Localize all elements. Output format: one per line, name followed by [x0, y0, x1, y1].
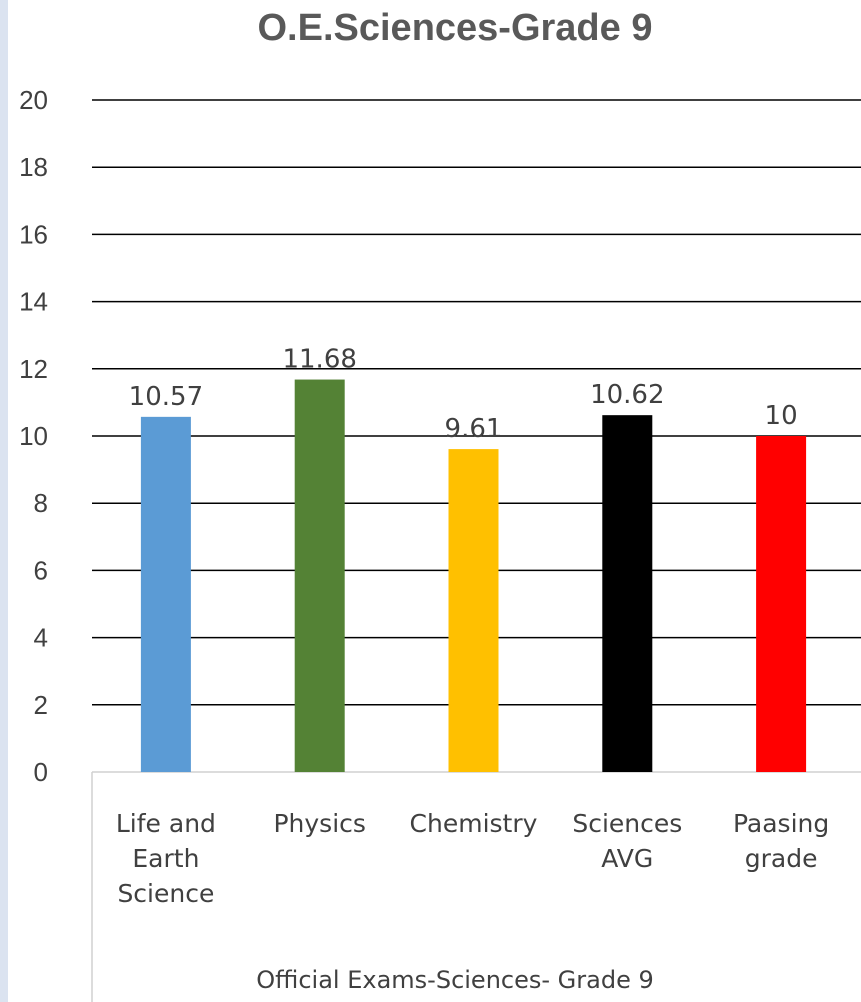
data-labels: 10.57 11.68 9.61 10.62 10: [129, 345, 798, 445]
bar: [294, 379, 345, 772]
y-tick-label: 6: [34, 555, 48, 585]
category-labels: Life and Earth Science Physics Chemistry Scie…: [116, 809, 829, 908]
y-tick-label: 10: [19, 421, 48, 451]
y-tick-label: 12: [19, 354, 48, 384]
data-label: 9.61: [445, 414, 503, 444]
data-label: 10: [765, 401, 798, 431]
category-label: Physics: [273, 809, 365, 838]
left-edge-strip: [0, 0, 8, 1002]
y-axis-ticks: 0 2 4 6 8 10 12 14 16 18 20: [19, 85, 48, 787]
category-label: Chemistry: [410, 809, 538, 838]
chart-title: O.E.Sciences-Grade 9: [258, 7, 653, 49]
y-tick-label: 20: [19, 85, 48, 115]
x-axis-title: Official Exams-Sciences- Grade 9: [256, 966, 653, 994]
gridlines: [92, 99, 861, 706]
data-label: 10.62: [590, 380, 664, 410]
bar: [448, 449, 499, 772]
y-tick-label: 4: [34, 623, 48, 653]
category-label: Earth: [132, 844, 199, 873]
bars: [140, 379, 807, 772]
y-tick-label: 0: [34, 757, 48, 787]
y-tick-label: 2: [34, 690, 48, 720]
category-label: Sciences: [572, 809, 682, 838]
y-tick-label: 14: [19, 287, 48, 317]
category-label: Paasing: [733, 809, 829, 838]
y-tick-label: 18: [19, 152, 48, 182]
bar: [756, 436, 807, 772]
y-tick-label: 8: [34, 488, 48, 518]
bar: [140, 416, 191, 772]
category-label: AVG: [601, 844, 653, 873]
category-label: Life and: [116, 809, 216, 838]
bar: [602, 415, 653, 772]
category-label: grade: [745, 844, 818, 873]
y-tick-label: 16: [19, 219, 48, 249]
data-label: 10.57: [129, 382, 203, 412]
data-label: 11.68: [282, 345, 356, 375]
category-label: Science: [117, 879, 214, 908]
